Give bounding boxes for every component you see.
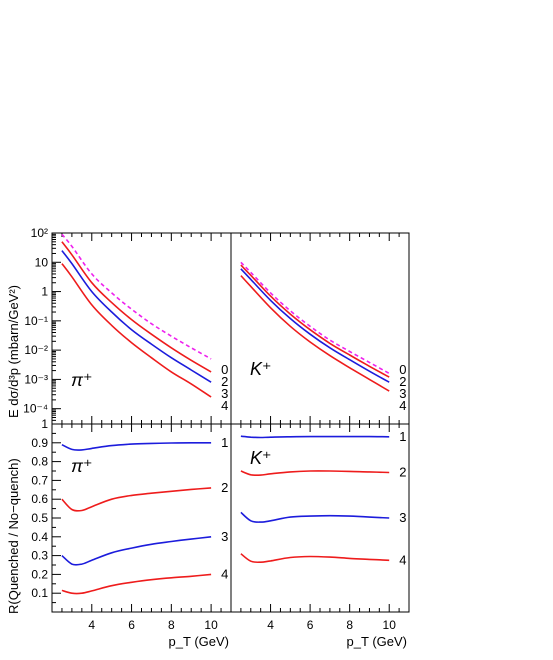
curve-bottom-right-2 <box>240 470 390 477</box>
y-tick-label: 0.1 <box>31 586 48 600</box>
curve-top-right-0 <box>240 261 390 375</box>
y-tick-label: 1 <box>41 417 48 431</box>
y-tick-label: 0.8 <box>31 455 48 469</box>
y-tick-label: 10 <box>35 255 49 269</box>
y-tick-label: 0.3 <box>31 549 48 563</box>
y-tick-label: 0.9 <box>31 436 48 450</box>
x-tick-label: 4 <box>267 618 274 632</box>
curve-label-top-right-3: 3 <box>399 386 406 401</box>
x-tick-label: 10 <box>383 618 397 632</box>
bottom-y-axis-label: R(Quenched / No−quench) <box>6 458 21 614</box>
labels-layer: 4 6 8 10p_T (GeV)4 6 8 10p_T (GeV)10²10110⁻¹10… <box>23 226 407 649</box>
curve-label-bottom-right-3: 3 <box>399 510 406 525</box>
curve-label-bottom-right-4: 4 <box>399 552 406 567</box>
curve-top-right-4 <box>240 275 390 392</box>
curve-top-right-3 <box>240 268 390 383</box>
x-tick-label: 8 <box>346 618 353 632</box>
curve-label-bottom-left-4: 4 <box>221 566 228 581</box>
curve-bottom-left-1 <box>61 441 212 451</box>
x-tick-label: 4 <box>88 618 95 632</box>
curve-bottom-left-3 <box>61 536 212 566</box>
panel-label-bottom-left: π⁺ <box>71 456 93 476</box>
y-tick-label: 0.7 <box>31 473 48 487</box>
curve-top-left-0 <box>61 233 212 360</box>
curve-label-bottom-right-2: 2 <box>399 465 406 480</box>
y-tick-label: 0.5 <box>31 511 48 525</box>
x-tick-label: 6 <box>307 618 314 632</box>
curve-bottom-left-2 <box>61 487 212 512</box>
curve-label-top-left-3: 3 <box>221 386 228 401</box>
x-tick-label: 6 <box>128 618 135 632</box>
x-tick-label: 8 <box>168 618 175 632</box>
curve-label-top-left-4: 4 <box>221 398 228 413</box>
panel-top-right-frame <box>230 232 410 425</box>
curve-bottom-right-1 <box>240 435 390 439</box>
curve-label-top-left-0: 0 <box>221 362 228 377</box>
curve-top-left-2 <box>61 241 212 373</box>
curve-label-top-right-2: 2 <box>399 374 406 389</box>
curve-label-bottom-left-3: 3 <box>221 529 228 544</box>
y-tick-label: 10² <box>31 226 48 240</box>
y-tick-label: 1 <box>41 285 48 299</box>
y-tick-label: 0.4 <box>31 530 48 544</box>
x-tick-label: 10 <box>204 618 218 632</box>
curve-label-top-left-2: 2 <box>221 374 228 389</box>
curve-label-top-right-4: 4 <box>399 398 406 413</box>
curve-label-bottom-left-1: 1 <box>221 435 228 450</box>
curve-bottom-left-4 <box>61 573 212 595</box>
curves-layer <box>61 233 390 595</box>
y-tick-label: 0.2 <box>31 567 48 581</box>
y-tick-label: 0.6 <box>31 492 48 506</box>
curve-bottom-right-3 <box>240 511 390 523</box>
curve-top-left-3 <box>61 250 212 383</box>
curve-bottom-right-4 <box>240 553 390 564</box>
x-axis-label: p_T (GeV) <box>347 634 407 649</box>
y-tick-label: 10⁻³ <box>24 372 48 386</box>
top-y-axis-label: E dσ/d³p (mbarn/GeV²) <box>6 285 21 418</box>
y-tick-label: 10⁻⁴ <box>23 402 48 416</box>
panel-label-top-left: π⁺ <box>71 370 93 390</box>
curve-label-bottom-left-2: 2 <box>221 480 228 495</box>
y-tick-label: 10⁻² <box>24 343 48 357</box>
curve-top-left-4 <box>61 263 212 398</box>
axis-ticks <box>52 232 400 612</box>
panel-label-bottom-right: K⁺ <box>250 448 272 468</box>
curve-label-top-right-0: 0 <box>399 362 406 377</box>
y-tick-label: 10⁻¹ <box>24 314 48 328</box>
panel-label-top-right: K⁺ <box>250 359 272 379</box>
panel-top-left-frame <box>51 232 232 425</box>
panel-bottom-left-frame <box>51 423 232 613</box>
curve-top-right-2 <box>240 264 390 378</box>
x-axis-label: p_T (GeV) <box>169 634 229 649</box>
curve-label-bottom-right-1: 1 <box>399 429 406 444</box>
